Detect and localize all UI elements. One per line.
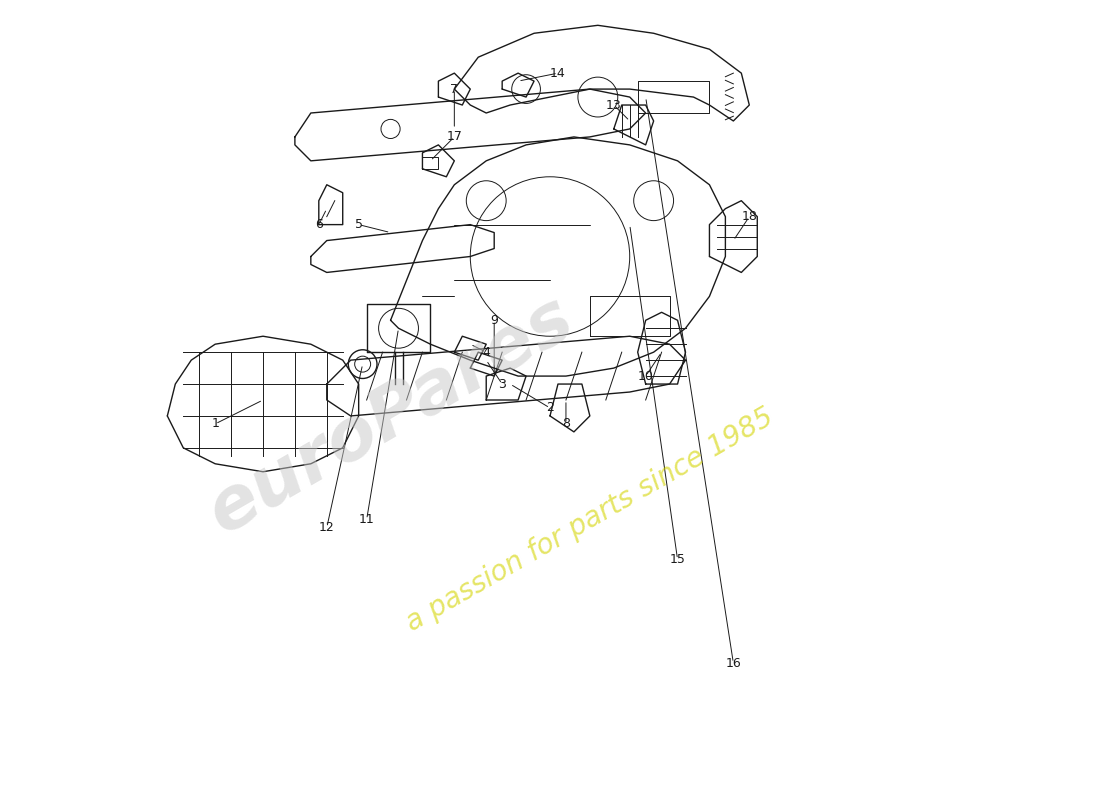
Text: 3: 3 xyxy=(498,378,506,390)
Text: 4: 4 xyxy=(482,346,491,358)
Text: 5: 5 xyxy=(354,218,363,231)
Text: 10: 10 xyxy=(638,370,653,382)
Text: 11: 11 xyxy=(359,513,374,526)
Text: 6: 6 xyxy=(315,218,322,231)
Text: 16: 16 xyxy=(726,657,741,670)
Text: 13: 13 xyxy=(606,98,621,111)
Text: 7: 7 xyxy=(450,82,459,95)
Text: 8: 8 xyxy=(562,418,570,430)
Text: 14: 14 xyxy=(550,66,565,80)
Text: 12: 12 xyxy=(319,521,334,534)
Text: euroPares: euroPares xyxy=(196,283,585,549)
Text: 1: 1 xyxy=(211,418,219,430)
Text: 17: 17 xyxy=(447,130,462,143)
Bar xyxy=(422,157,439,169)
Text: a passion for parts since 1985: a passion for parts since 1985 xyxy=(402,402,779,637)
Text: 9: 9 xyxy=(491,314,498,326)
Text: 15: 15 xyxy=(670,553,685,566)
Text: 18: 18 xyxy=(741,210,757,223)
Text: 2: 2 xyxy=(546,402,554,414)
